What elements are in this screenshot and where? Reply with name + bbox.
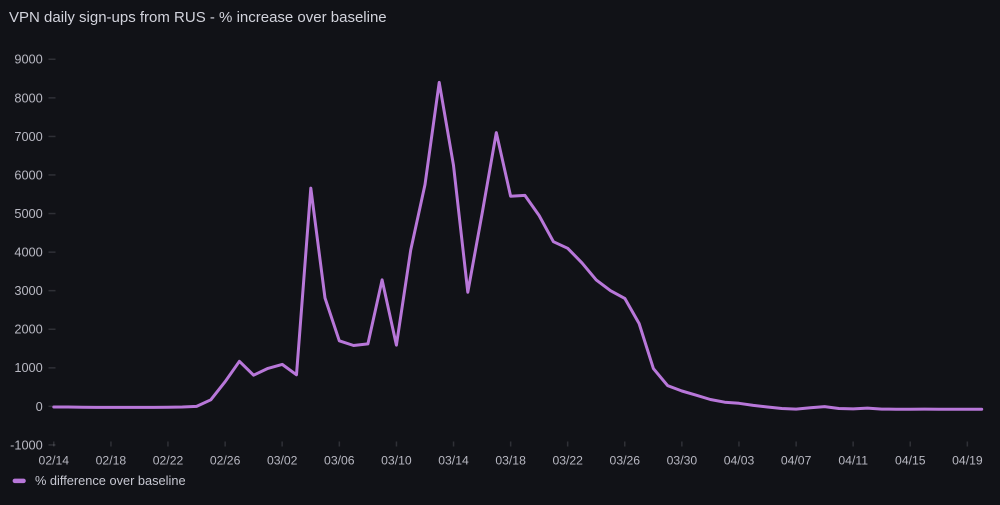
svg-text:1000: 1000 bbox=[14, 360, 42, 375]
svg-text:03/26: 03/26 bbox=[610, 453, 641, 467]
svg-text:5000: 5000 bbox=[14, 206, 42, 221]
svg-text:3000: 3000 bbox=[14, 283, 42, 298]
svg-text:6000: 6000 bbox=[14, 167, 42, 182]
svg-text:02/22: 02/22 bbox=[153, 453, 184, 467]
svg-text:02/18: 02/18 bbox=[96, 453, 127, 467]
svg-text:8000: 8000 bbox=[14, 90, 42, 105]
svg-text:04/07: 04/07 bbox=[781, 453, 812, 467]
svg-text:VPN daily sign-ups from RUS -: VPN daily sign-ups from RUS - % increase… bbox=[9, 9, 387, 26]
svg-text:04/19: 04/19 bbox=[952, 453, 983, 467]
svg-text:03/14: 03/14 bbox=[438, 453, 469, 467]
svg-text:03/30: 03/30 bbox=[667, 453, 698, 467]
svg-text:04/15: 04/15 bbox=[895, 453, 926, 467]
svg-text:03/18: 03/18 bbox=[495, 453, 526, 467]
svg-text:02/26: 02/26 bbox=[210, 453, 241, 467]
svg-text:-1000: -1000 bbox=[10, 437, 43, 452]
svg-text:03/02: 03/02 bbox=[267, 453, 298, 467]
svg-text:04/11: 04/11 bbox=[838, 453, 868, 467]
svg-text:7000: 7000 bbox=[14, 129, 42, 144]
svg-text:03/22: 03/22 bbox=[552, 453, 583, 467]
svg-text:2000: 2000 bbox=[14, 322, 42, 337]
svg-text:9000: 9000 bbox=[14, 52, 42, 67]
svg-text:0: 0 bbox=[36, 399, 43, 414]
svg-text:02/14: 02/14 bbox=[39, 453, 70, 467]
svg-text:04/03: 04/03 bbox=[724, 453, 755, 467]
svg-text:03/10: 03/10 bbox=[381, 453, 412, 467]
svg-text:4000: 4000 bbox=[14, 245, 42, 260]
svg-text:03/06: 03/06 bbox=[324, 453, 355, 467]
svg-text:% difference over baseline: % difference over baseline bbox=[35, 473, 186, 488]
